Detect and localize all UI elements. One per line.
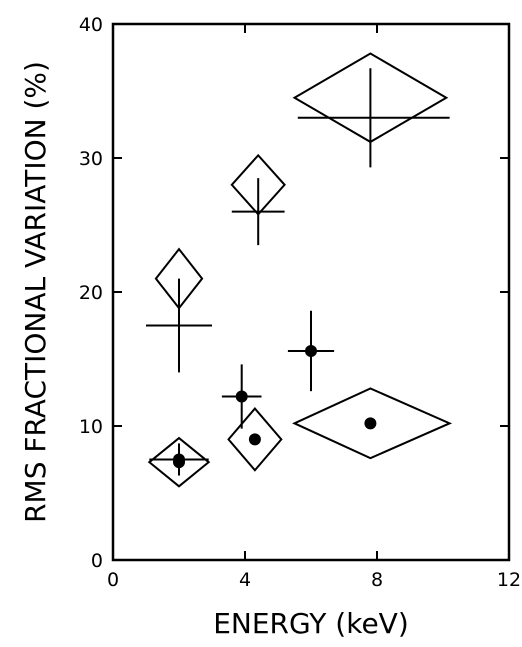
data-marks [146, 52, 453, 488]
diamond-marker [230, 153, 286, 216]
x-tick-label: 4 [239, 569, 251, 591]
diamond-marker [292, 387, 453, 460]
x-axis-label: ENERGY (keV) [213, 607, 409, 640]
dot-marker [248, 433, 261, 446]
y-tick-label: 10 [79, 416, 103, 438]
y-axis-label: RMS FRACTIONAL VARIATION (%) [19, 61, 52, 523]
x-tick-label: 0 [107, 569, 119, 591]
dot-marker [364, 417, 377, 430]
y-tick-label: 40 [79, 14, 103, 36]
axis-ticks [112, 23, 510, 561]
y-tick-label: 20 [79, 282, 103, 304]
diamond-marker [292, 52, 449, 144]
plot-frame [111, 22, 511, 562]
y-tick-label: 30 [79, 148, 103, 170]
diamond-marker [147, 436, 211, 488]
diamond-marker [154, 247, 204, 310]
dot-marker [173, 456, 185, 469]
dot-marker [305, 344, 317, 357]
tick-labels: 0 4 8 12 0 10 20 30 40 [79, 14, 521, 591]
x-tick-label: 12 [497, 569, 521, 591]
y-tick-label: 0 [91, 550, 103, 572]
dot-marker [235, 390, 248, 403]
diamond-marker [227, 407, 283, 472]
x-tick-label: 8 [371, 569, 383, 591]
